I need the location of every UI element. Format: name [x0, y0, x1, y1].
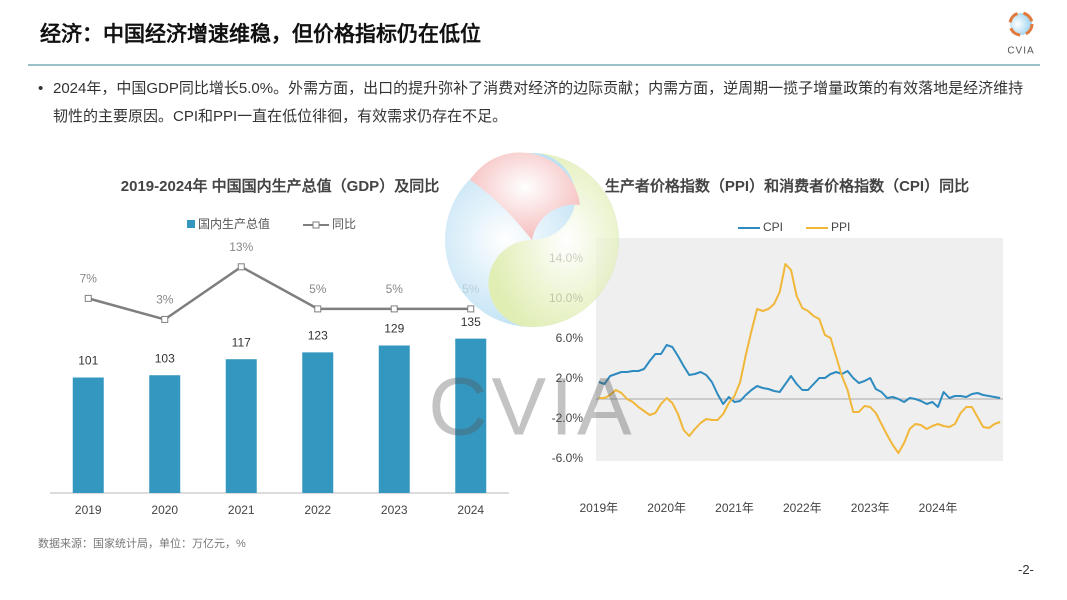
y-tick-label: 2.0% — [556, 371, 584, 385]
bar-value-label: 101 — [78, 354, 98, 368]
x-tick-label: 2019年 — [579, 501, 618, 515]
plot-area — [596, 238, 1003, 461]
logo: CVIA — [1007, 11, 1034, 57]
line-point — [84, 294, 92, 302]
bullet-dot: • — [38, 80, 44, 97]
x-tick-label: 2019 — [75, 503, 102, 517]
bar — [149, 375, 181, 493]
x-tick-label: 2021 — [228, 503, 255, 517]
x-tick-label: 2020 — [151, 503, 178, 517]
line — [598, 263, 1001, 454]
x-tick-label: 2022年 — [783, 501, 822, 515]
bar-value-label: 117 — [232, 335, 251, 349]
bullet-text: 2024年，中国GDP同比增长5.0%。外需方面，出口的提升弥补了消费对经济的边… — [53, 80, 1024, 125]
line — [598, 344, 1001, 408]
legend-swatch — [187, 220, 195, 228]
legend-label: 国内生产总值 — [198, 216, 270, 231]
x-tick-label: 2023年 — [851, 501, 890, 515]
line-point — [467, 305, 475, 313]
line-value-label: 3% — [156, 293, 174, 307]
price-chart: 生产者价格指数（PPI）和消费者价格指数（CPI）同比14.0%10.0%6.0… — [549, 177, 1003, 515]
x-tick-label: 2022 — [304, 503, 331, 517]
bar-value-label: 123 — [308, 329, 328, 343]
y-tick-label: -2.0% — [552, 411, 584, 425]
line-value-label: 5% — [309, 282, 327, 296]
watermark-sphere — [445, 152, 619, 327]
line-value-label: 5% — [386, 282, 404, 296]
bar — [225, 359, 257, 493]
chart-title: 生产者价格指数（PPI）和消费者价格指数（CPI）同比 — [605, 177, 969, 195]
bar — [72, 377, 104, 493]
bullet: • 2024年，中国GDP同比增长5.0%。外需方面，出口的提升弥补了消费对经济的… — [38, 75, 1028, 131]
y-tick-label: 6.0% — [556, 331, 584, 345]
bar-value-label: 129 — [384, 322, 404, 336]
line-point — [237, 263, 245, 271]
x-tick-label: 2024 — [457, 503, 484, 517]
line — [87, 265, 471, 321]
x-tick-label: 2023 — [381, 503, 408, 517]
watermark: CVIA — [428, 362, 635, 453]
line-point — [390, 305, 398, 313]
source-note: 数据来源：国家统计局，单位：万亿元，% — [38, 538, 246, 550]
page-number: -2- — [1018, 562, 1034, 577]
bar — [378, 345, 410, 493]
logo-text: CVIA — [1007, 46, 1034, 57]
bar — [302, 352, 334, 493]
chart-title: 2019-2024年 中国国内生产总值（GDP）及同比 — [121, 177, 439, 195]
bar-value-label: 135 — [461, 315, 481, 329]
y-tick-label: -6.0% — [552, 451, 584, 465]
legend-label: CPI — [763, 220, 783, 234]
legend-label: 同比 — [332, 217, 356, 231]
line-point — [314, 305, 322, 313]
bar-value-label: 103 — [155, 351, 175, 365]
legend-marker — [312, 221, 320, 229]
bar — [455, 338, 487, 493]
line-value-label: 13% — [229, 240, 253, 254]
legend-label: PPI — [831, 220, 850, 234]
gdp-chart: 2019-2024年 中国国内生产总值（GDP）及同比 2019 2020 2021 2… — [50, 177, 509, 517]
slide-title: 经济：中国经济增速维稳，但价格指标仍在低位 — [40, 23, 481, 46]
x-tick-label: 2021年 — [715, 501, 754, 515]
line-point — [161, 315, 169, 323]
line-value-label: 7% — [80, 272, 98, 286]
x-tick-label: 2020年 — [647, 501, 686, 515]
x-tick-label: 2024年 — [919, 501, 958, 515]
